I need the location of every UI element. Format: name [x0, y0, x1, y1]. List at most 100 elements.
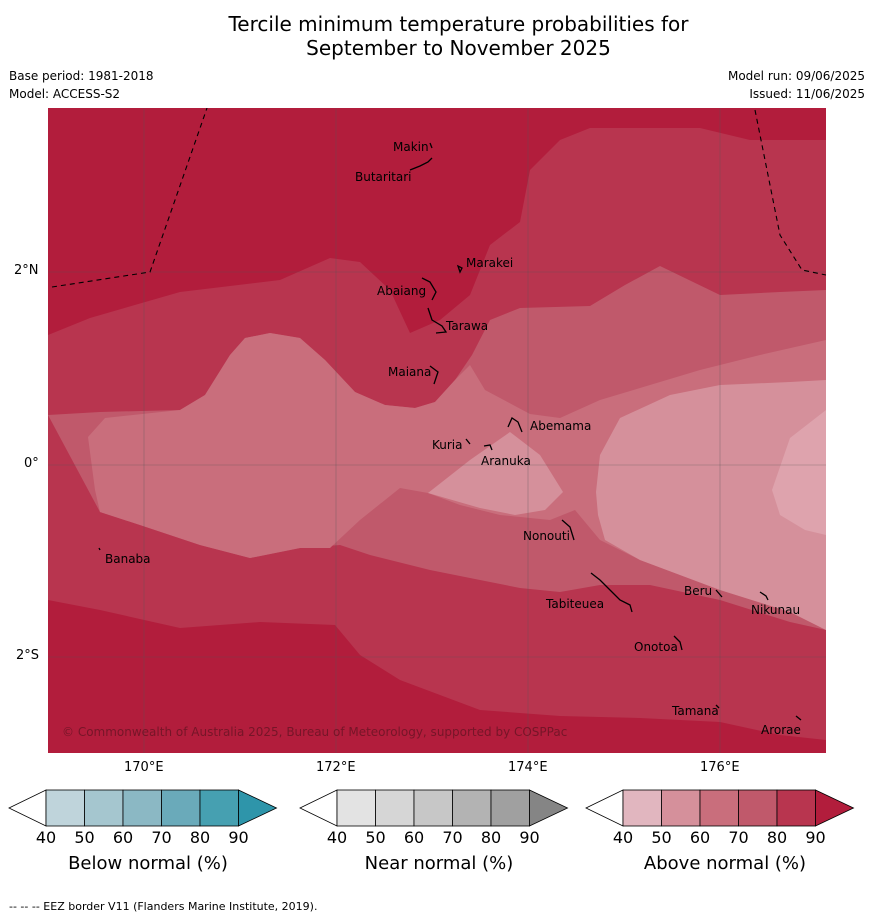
island-nonouti: [561, 519, 575, 541]
label-abaiang: Abaiang: [377, 284, 426, 298]
colorbar-extend-high: [529, 789, 569, 827]
colorbar-extend-low: [585, 789, 624, 827]
island-abaiang: [421, 277, 437, 301]
island-tarawa: [427, 307, 448, 334]
lon-label-174: 174°E: [508, 760, 548, 775]
colorbar-segment: [45, 789, 85, 827]
label-abemama: Abemama: [530, 419, 591, 433]
colorbar-tick: 70: [442, 828, 463, 847]
colorbar-tick: 90: [805, 828, 826, 847]
meta-left: Base period: 1981-2018 Model: ACCESS-S2: [9, 67, 154, 103]
lon-label-172: 172°E: [316, 760, 356, 775]
footer-note: -- -- -- EEZ border V11 (Flanders Marine…: [9, 900, 318, 913]
colorbar-segment: [452, 789, 492, 827]
copyright-notice: © Commonwealth of Australia 2025, Bureau…: [62, 725, 567, 739]
base-period: Base period: 1981-2018: [9, 69, 154, 83]
colorbar-segment: [738, 789, 778, 827]
island-makin: [429, 142, 433, 149]
label-nikunau: Nikunau: [751, 603, 800, 617]
band-90-south: [48, 600, 826, 753]
colorbar-tick: 40: [35, 828, 57, 847]
colorbar-segment: [199, 789, 239, 827]
colorbar-tick: 80: [480, 828, 502, 847]
colorbar-tick: 70: [151, 828, 172, 847]
colorbar-extend-high: [238, 789, 278, 827]
label-butaritari: Butaritari: [355, 170, 412, 184]
colorbar-title: Near normal (%): [364, 853, 514, 874]
label-tarawa: Tarawa: [445, 319, 488, 333]
label-aranuka: Aranuka: [481, 454, 531, 468]
island-tamana: [715, 704, 720, 709]
label-tabiteuea: Tabiteuea: [545, 597, 604, 611]
colorbar-extend-low: [8, 789, 47, 827]
colorbar-tick: 60: [403, 828, 425, 847]
place-labels: Makin Butaritari Marakei Abaiang Tarawa …: [62, 140, 801, 739]
island-marakei: [456, 264, 463, 274]
island-beru: [715, 589, 723, 598]
island-butaritari: [409, 157, 433, 171]
lat-label-0: 0°: [24, 456, 39, 471]
lat-label-2s: 2°S: [16, 648, 40, 663]
map-title: Tercile minimum temperature probabilitie…: [0, 12, 873, 60]
label-arorae: Arorae: [761, 723, 801, 737]
label-marakei: Marakei: [466, 256, 513, 270]
colorbar-segment: [622, 789, 662, 827]
island-abemama: [507, 417, 523, 433]
colorbar-segment: [336, 789, 376, 827]
colorbar-tick: 50: [365, 828, 386, 847]
label-maiana: Maiana: [388, 365, 431, 379]
label-onotoa: Onotoa: [634, 640, 678, 654]
title-line-2: September to November 2025: [306, 36, 611, 60]
island-kuria: [465, 438, 471, 445]
title-line-1: Tercile minimum temperature probabilitie…: [228, 12, 689, 36]
island-tabiteuea: [590, 572, 633, 613]
lat-label-2n: 2°N: [14, 263, 39, 278]
colorbar-tick: 40: [326, 828, 348, 847]
eez-border: [51, 108, 826, 288]
label-beru: Beru: [684, 584, 712, 598]
colorbar-title: Below normal (%): [68, 853, 228, 874]
band-40: [772, 410, 826, 535]
islands: [98, 142, 802, 721]
colorbar-segment: [84, 789, 124, 827]
colorbar-tick: 80: [766, 828, 788, 847]
lon-label-176: 176°E: [700, 760, 740, 775]
colorbar-tick: 90: [519, 828, 540, 847]
colorbar-tick: 90: [228, 828, 249, 847]
colorbar-tick: 60: [689, 828, 711, 847]
colorbar-tick: 70: [728, 828, 749, 847]
lon-label-170: 170°E: [124, 760, 164, 775]
issued-date: Issued: 11/06/2025: [749, 87, 865, 101]
colorbar-segment: [490, 789, 530, 827]
colorbar-0: [8, 789, 278, 827]
colorbar-1: [299, 789, 569, 827]
island-aranuka: [483, 444, 493, 451]
island-onotoa: [673, 635, 683, 651]
island-banaba: [98, 547, 101, 551]
colorbar-extend-high: [815, 789, 855, 827]
island-arorae: [795, 715, 802, 721]
colorbar-extend-low: [299, 789, 338, 827]
colorbar-tick: 80: [189, 828, 211, 847]
model-run: Model run: 09/06/2025: [727, 69, 865, 83]
model-name: Model: ACCESS-S2: [9, 87, 121, 101]
label-kuria: Kuria: [432, 438, 463, 452]
colorbar-title: Above normal (%): [643, 853, 807, 874]
graticule: [48, 108, 826, 753]
colorbar-segment: [375, 789, 415, 827]
island-nikunau: [759, 591, 769, 601]
band-50: [428, 380, 826, 630]
colorbar-tick: 50: [651, 828, 672, 847]
meta-right: Model run: 09/06/2025 Issued: 11/06/2025: [728, 67, 865, 103]
label-makin: Makin: [393, 140, 429, 154]
colorbar-segment: [776, 789, 816, 827]
probability-field: Makin Butaritari Marakei Abaiang Tarawa …: [48, 108, 826, 753]
label-banaba: Banaba: [105, 552, 151, 566]
colorbar-tick: 50: [74, 828, 95, 847]
label-tamana: Tamana: [671, 704, 719, 718]
colorbar-segment: [122, 789, 162, 827]
colorbar-segment: [699, 789, 739, 827]
label-nonouti: Nonouti: [523, 529, 570, 543]
colorbar-segment: [413, 789, 453, 827]
